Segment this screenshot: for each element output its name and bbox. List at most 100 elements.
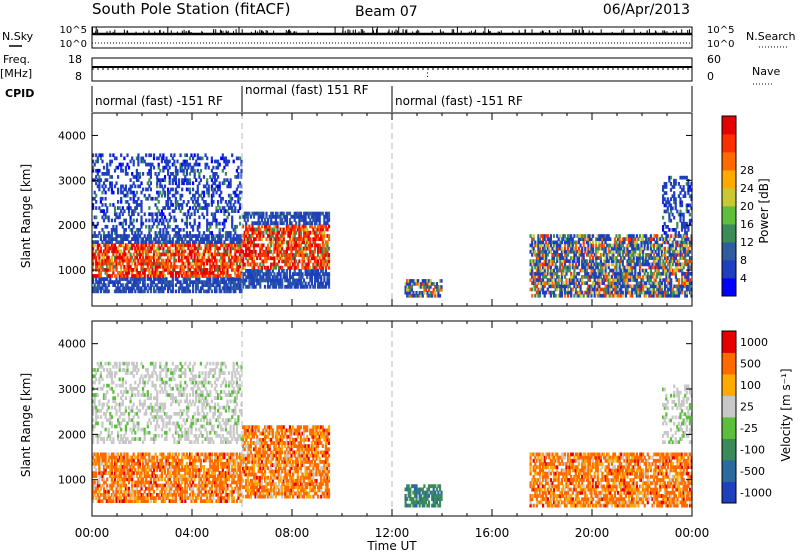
- data-cell: [101, 153, 103, 157]
- data-cell: [106, 225, 108, 229]
- data-cell: [169, 178, 171, 182]
- data-cell: [140, 200, 142, 204]
- data-cell: [126, 153, 128, 157]
- data-cell: [189, 206, 191, 210]
- data-cell: [194, 219, 196, 223]
- data-cell: [550, 294, 552, 298]
- data-cell: [583, 241, 585, 245]
- data-cell: [208, 203, 210, 207]
- noise-panel: N.Sky 10^5 10^0 10^5 10^0 N.Search: [2, 25, 796, 50]
- data-cell: [181, 188, 183, 192]
- data-cell: [672, 207, 674, 211]
- data-cell: [145, 225, 147, 229]
- data-cell: [187, 200, 189, 204]
- data-cell: [553, 234, 555, 238]
- data-cell: [212, 200, 214, 204]
- data-cell: [237, 172, 239, 176]
- data-cell: [262, 244, 264, 248]
- data-cell: [670, 219, 672, 223]
- data-cell: [169, 166, 171, 170]
- data-cell: [220, 191, 222, 195]
- data-cell: [328, 253, 330, 257]
- data-cell: [183, 228, 185, 232]
- data-cell: [625, 294, 627, 298]
- data-cell: [678, 278, 680, 282]
- data-cell: [595, 241, 597, 245]
- data-cell: [148, 219, 150, 223]
- data-cell: [686, 294, 688, 298]
- data-cell: [200, 169, 202, 173]
- data-cell: [544, 294, 546, 298]
- data-cell: [564, 294, 566, 298]
- data-cell: [180, 153, 182, 157]
- data-cell: [178, 178, 180, 182]
- data-cell: [565, 278, 567, 282]
- data-cell: [539, 294, 541, 298]
- data-cell: [158, 222, 160, 226]
- cpid-segment-1: normal (fast) -151 RF: [95, 94, 223, 108]
- data-cell: [687, 237, 689, 241]
- data-cell: [622, 291, 624, 295]
- data-cell: [190, 212, 192, 216]
- data-cell: [189, 188, 191, 192]
- nave-label: Nave: [752, 65, 780, 78]
- data-cell: [439, 294, 441, 298]
- data-cell: [544, 285, 546, 289]
- data-cell: [580, 294, 582, 298]
- data-cell: [123, 157, 125, 161]
- data-cell: [145, 153, 147, 157]
- data-cell: [262, 212, 264, 216]
- data-cell: [655, 278, 657, 282]
- data-cell: [609, 244, 611, 248]
- data-cell: [189, 290, 191, 294]
- data-cell: [233, 160, 235, 164]
- data-cell: [172, 203, 174, 207]
- data-cell: [200, 178, 202, 182]
- data-cell: [531, 241, 533, 245]
- data-cell: [665, 191, 667, 195]
- data-cell: [639, 294, 641, 298]
- data-cell: [142, 188, 144, 192]
- data-cell: [578, 256, 580, 260]
- data-cell: [181, 194, 183, 198]
- data-cell: [619, 263, 621, 267]
- cpid-segment-2: normal (fast) 151 RF: [245, 83, 369, 97]
- data-cell: [186, 153, 188, 157]
- data-cell: [244, 263, 246, 267]
- y-tick-label: 3000: [58, 174, 86, 187]
- data-cell: [255, 250, 257, 254]
- data-cell: [203, 231, 205, 235]
- data-cell: [569, 263, 571, 267]
- data-cell: [200, 247, 202, 251]
- data-cell: [222, 197, 224, 201]
- data-cell: [208, 185, 210, 189]
- data-cell: [176, 169, 178, 173]
- data-cell: [225, 172, 227, 176]
- data-cell: [240, 169, 242, 173]
- data-cell: [240, 160, 242, 164]
- data-cell: [108, 290, 110, 294]
- data-cell: [115, 225, 117, 229]
- data-cell: [230, 231, 232, 235]
- data-cell: [440, 285, 442, 289]
- data-cell: [111, 160, 113, 164]
- freq-label-2: [MHz]: [0, 67, 32, 80]
- data-cell: [164, 191, 166, 195]
- data-cell: [683, 213, 685, 217]
- y-tick-label: 4000: [58, 129, 86, 142]
- data-cell: [111, 219, 113, 223]
- data-cell: [101, 197, 103, 201]
- data-cell: [186, 222, 188, 226]
- data-cell: [101, 160, 103, 164]
- data-cell: [105, 197, 107, 201]
- data-cell: [264, 285, 266, 289]
- date-label: 06/Apr/2013: [603, 2, 690, 18]
- data-cell: [159, 228, 161, 232]
- data-cell: [95, 194, 97, 198]
- data-cell: [206, 157, 208, 161]
- data-cell: [598, 278, 600, 282]
- data-cell: [98, 175, 100, 179]
- data-cell: [184, 250, 186, 254]
- data-cell: [164, 185, 166, 189]
- data-cell: [126, 172, 128, 176]
